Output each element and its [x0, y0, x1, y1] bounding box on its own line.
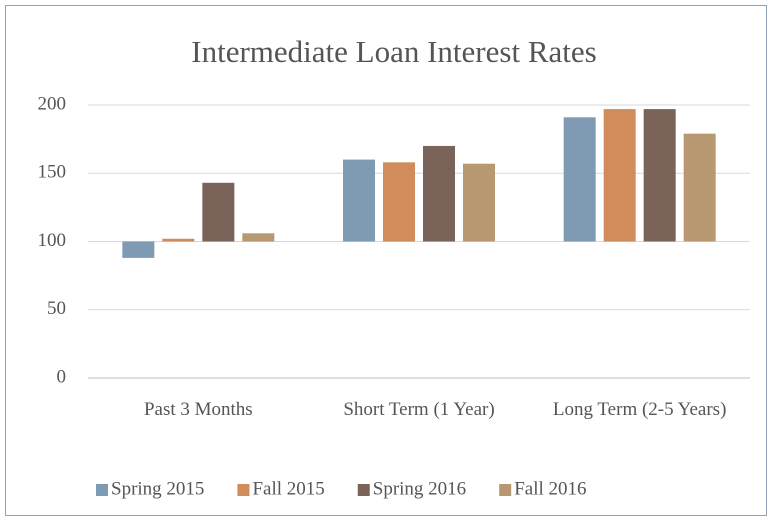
bar: [563, 117, 596, 242]
y-tick-label: 100: [38, 230, 67, 251]
chart-border: [5, 5, 767, 516]
x-tick-label-box: Past 3 Months: [143, 399, 253, 420]
legend-label: Fall 2015: [252, 478, 324, 499]
y-tick-label: 50: [47, 298, 66, 319]
y-tick-label: 200: [38, 93, 67, 114]
y-tick-label: 0: [57, 366, 67, 387]
x-tick-label: Past 3 Months: [143, 399, 253, 420]
y-tick-label: 150: [38, 162, 67, 183]
legend-label: Fall 2016: [514, 478, 586, 499]
bar: [343, 159, 375, 242]
x-tick-label: Short Term (1 Year): [343, 399, 495, 420]
bar: [383, 162, 415, 242]
bar: [683, 133, 716, 242]
x-tick-label-box: Short Term (1 Year): [343, 399, 495, 420]
x-tick-label-box: Long Term (2-5 Years): [552, 399, 727, 420]
chart-title: Intermediate Loan Interest Rates: [191, 34, 596, 69]
bar: [643, 109, 676, 242]
legend-swatch: [96, 484, 108, 496]
bar: [603, 109, 636, 242]
bar: [202, 182, 235, 242]
legend-swatch: [237, 484, 250, 496]
legend-label: Spring 2015: [111, 478, 204, 499]
bar: [162, 238, 195, 242]
legend-swatch: [357, 484, 370, 496]
legend-label: Spring 2016: [373, 478, 466, 499]
x-tick-label: Long Term (2-5 Years): [552, 399, 727, 420]
legend-swatch: [499, 484, 512, 496]
bar: [122, 241, 155, 258]
bar: [242, 233, 275, 242]
bar: [463, 163, 495, 242]
bar: [423, 145, 455, 242]
